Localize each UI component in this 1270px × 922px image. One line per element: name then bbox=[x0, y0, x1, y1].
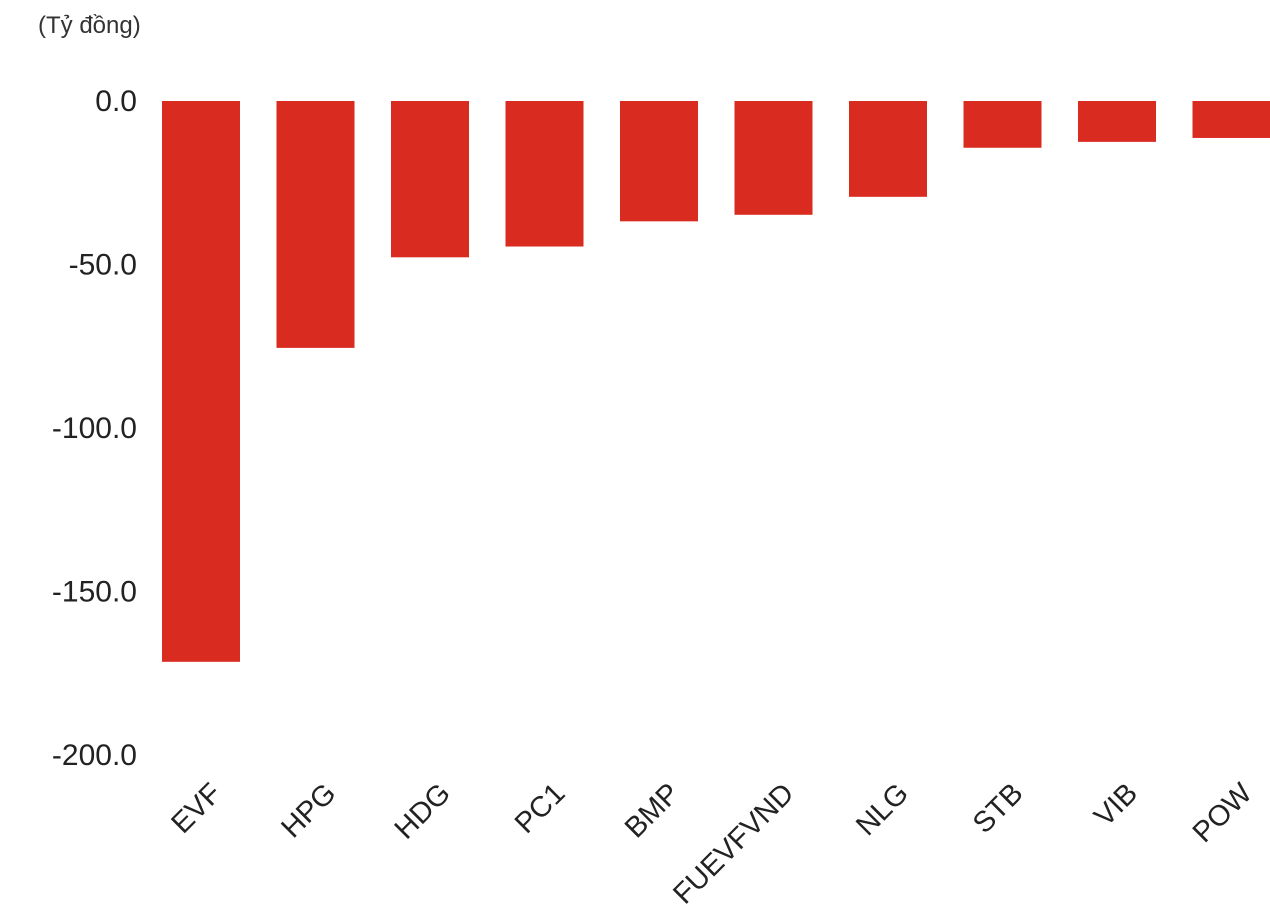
x-tick-label: HDG bbox=[389, 777, 457, 845]
y-axis-ticks: 0.0 -50.0 -100.0 -150.0 -200.0 bbox=[52, 85, 137, 772]
y-tick-label: -150.0 bbox=[52, 576, 137, 609]
x-tick-label: POW bbox=[1187, 777, 1259, 849]
x-tick-label: HPG bbox=[275, 777, 342, 844]
bar-hpg bbox=[276, 101, 355, 348]
y-tick-label: -100.0 bbox=[52, 412, 137, 445]
x-tick-label: FUEVFVND bbox=[667, 777, 800, 910]
bar-bmp bbox=[620, 101, 698, 222]
bar-nlg bbox=[849, 101, 927, 197]
y-axis-unit-label: (Tỷ đồng) bbox=[38, 12, 141, 39]
x-tick-label: PC1 bbox=[509, 777, 572, 840]
bar-pc1 bbox=[505, 101, 584, 247]
x-tick-label: EVF bbox=[165, 777, 228, 840]
bar-pow bbox=[1192, 101, 1270, 138]
bar-hdg bbox=[391, 101, 469, 258]
y-tick-label: 0.0 bbox=[95, 85, 137, 118]
x-tick-label: BMP bbox=[619, 777, 686, 844]
bar-evf bbox=[162, 101, 240, 662]
bars bbox=[162, 101, 1270, 662]
x-tick-label: VIB bbox=[1088, 777, 1144, 833]
x-tick-label: NLG bbox=[850, 777, 915, 842]
bar-vib bbox=[1078, 101, 1156, 142]
y-tick-label: -50.0 bbox=[69, 249, 137, 282]
bar-fuevfvnd bbox=[734, 101, 813, 215]
y-tick-label: -200.0 bbox=[52, 739, 137, 772]
bar-stb bbox=[963, 101, 1042, 148]
x-tick-label: STB bbox=[967, 777, 1030, 840]
